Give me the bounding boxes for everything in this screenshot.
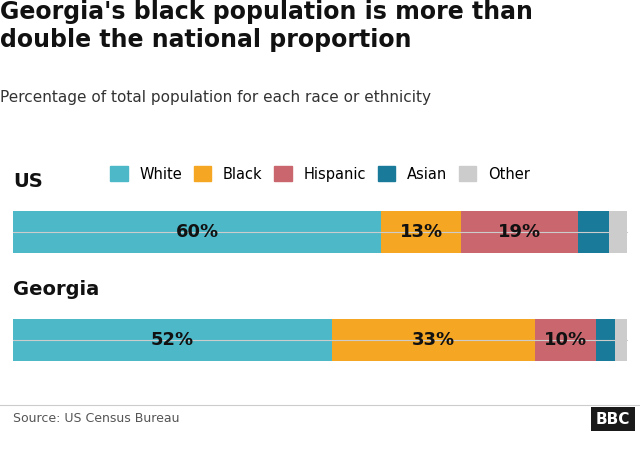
Text: Percentage of total population for each race or ethnicity: Percentage of total population for each … (0, 90, 431, 105)
Bar (578, 211, 609, 253)
Text: US: US (13, 171, 42, 190)
Bar (615, 319, 627, 361)
Text: 33%: 33% (412, 331, 455, 349)
Text: 10%: 10% (544, 331, 588, 349)
Bar (13, 211, 381, 253)
Bar (596, 319, 615, 361)
Legend: White, Black, Hispanic, Asian, Other: White, Black, Hispanic, Asian, Other (110, 166, 530, 182)
Text: Source: US Census Bureau: Source: US Census Bureau (13, 412, 179, 425)
Text: 19%: 19% (498, 223, 541, 241)
Text: Georgia's black population is more than
double the national proportion: Georgia's black population is more than … (0, 0, 533, 52)
Bar (381, 211, 461, 253)
Text: 60%: 60% (175, 223, 219, 241)
Bar (332, 319, 535, 361)
Bar (535, 319, 596, 361)
Bar (13, 319, 332, 361)
Text: 52%: 52% (151, 331, 194, 349)
Text: 13%: 13% (400, 223, 443, 241)
Bar (461, 211, 578, 253)
Text: BBC: BBC (596, 412, 630, 427)
Bar (609, 211, 627, 253)
Text: Georgia: Georgia (13, 279, 99, 298)
